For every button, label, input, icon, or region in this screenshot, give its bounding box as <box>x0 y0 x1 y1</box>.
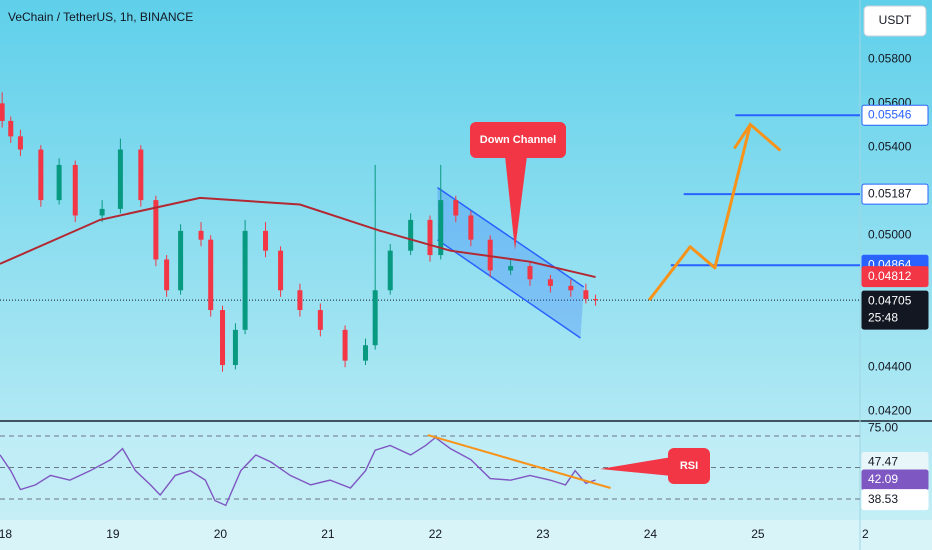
price-badges: 0.055460.051870.048640.048120.0470525:48… <box>861 104 929 511</box>
candle-body <box>198 230 204 240</box>
candle-body <box>342 329 348 361</box>
callout-text: Down Channel <box>480 134 556 146</box>
price-badge-label: 47.47 <box>868 455 898 469</box>
candle-body <box>153 200 159 260</box>
candle-body <box>138 149 144 201</box>
candle-body <box>263 230 269 251</box>
channel-line <box>437 239 581 339</box>
candle-body <box>583 290 589 300</box>
price-badge-label: 0.05546 <box>868 107 912 121</box>
price-pane <box>0 92 860 372</box>
y-tick-label: 0.05400 <box>868 140 912 154</box>
candle-body <box>317 310 323 330</box>
x-axis-area <box>0 520 932 550</box>
candle-body <box>56 164 62 201</box>
price-badge <box>861 489 929 511</box>
projection-arrowhead <box>733 122 782 152</box>
x-tick-label: 18 <box>0 527 12 541</box>
price-badge-label: 0.04812 <box>868 269 912 283</box>
x-tick-label: 19 <box>106 527 120 541</box>
y-tick-label: 0.04400 <box>868 359 912 373</box>
price-badge <box>861 183 929 205</box>
moving-average <box>0 196 596 279</box>
x-tick-label: 23 <box>536 527 550 541</box>
x-tick-label: 22 <box>429 527 443 541</box>
candle-body <box>453 200 459 216</box>
rsi-tick-label: 75.00 <box>868 420 898 434</box>
candle-body <box>117 149 123 209</box>
y-tick-label: 0.05000 <box>868 227 912 241</box>
candle-body <box>0 103 5 121</box>
candle-body <box>8 120 14 137</box>
y-tick-label: 0.04200 <box>868 403 912 417</box>
candle-body <box>38 149 44 201</box>
candle-body <box>508 266 514 271</box>
price-badge-label: 0.04705 <box>868 293 912 307</box>
candle-body <box>99 208 105 216</box>
countdown: 25:48 <box>868 310 898 324</box>
currency: USDT <box>879 13 912 27</box>
candle-body <box>278 250 284 291</box>
candle-body <box>232 329 238 366</box>
candle-body <box>363 345 368 361</box>
candle-body <box>242 230 248 330</box>
rsi-trendline <box>427 434 611 489</box>
candle-body <box>372 290 378 346</box>
candle-body <box>164 259 170 291</box>
candle-body <box>178 230 184 291</box>
price-badge <box>861 290 929 330</box>
projection-line <box>648 124 752 301</box>
x-tick-label: 20 <box>214 527 228 541</box>
x-tick-label: 25 <box>751 527 765 541</box>
candle-body <box>568 285 574 291</box>
price-badge-label: 0.05187 <box>868 186 912 200</box>
x-tick-label: 2 <box>862 527 869 541</box>
price-badge-label: 42.09 <box>868 472 898 486</box>
price-badge <box>861 104 929 126</box>
channel-line <box>437 186 585 288</box>
candle-body <box>427 219 433 256</box>
rsi-pane <box>0 422 860 520</box>
price-badge-label: 38.53 <box>868 492 898 506</box>
price-badge <box>861 266 929 288</box>
x-tick-label: 24 <box>644 527 658 541</box>
candle-body <box>438 200 444 256</box>
currency-box[interactable] <box>863 5 927 37</box>
candle-body <box>487 239 493 271</box>
candle-body <box>17 136 23 150</box>
candle-body <box>220 310 226 366</box>
y-tick-label: 0.05800 <box>868 52 912 66</box>
x-tick-label: 21 <box>321 527 335 541</box>
candle-body <box>547 279 553 286</box>
candle-body <box>527 266 533 280</box>
chart-title: VeChain / TetherUS, 1h, BINANCE <box>8 10 193 24</box>
rsi-pane-content <box>0 434 860 507</box>
rsi-callout: RSI <box>600 448 710 484</box>
candle-body <box>408 219 414 251</box>
channel-callout: Down Channel <box>470 122 566 250</box>
candle-body <box>468 215 474 240</box>
candle-body <box>72 164 78 216</box>
candle-body <box>297 290 303 311</box>
candle-body <box>208 239 214 311</box>
callout-text: RSI <box>680 460 698 472</box>
rsi-line <box>0 436 596 507</box>
candle-body <box>593 299 599 301</box>
candle-body <box>387 250 393 291</box>
